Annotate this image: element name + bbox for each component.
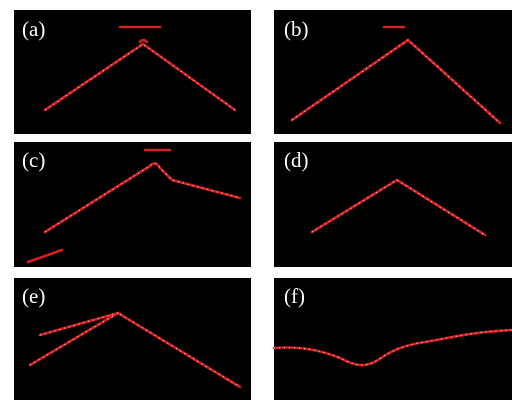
panel-background [274,10,512,134]
panel-d: (d) [274,142,512,267]
panel-background [14,278,251,400]
panel-background [274,142,512,267]
panel-f: (f) [274,278,512,400]
panel-label: (f) [284,284,305,308]
panel-e: (e) [14,278,251,400]
panel-background [14,142,251,267]
panel-background [14,10,251,134]
panel-label: (b) [284,17,309,41]
panel-b: (b) [274,10,512,134]
panel-a: (a) [14,10,251,134]
panel-background [274,278,512,400]
panel-label: (d) [284,148,309,172]
panel-label: (e) [22,284,45,308]
panel-label: (c) [22,148,45,172]
panel-label: (a) [22,17,45,41]
panel-c: (c) [14,142,251,267]
figure: (a) (b) (c) (d) (e) (f) [0,0,512,401]
